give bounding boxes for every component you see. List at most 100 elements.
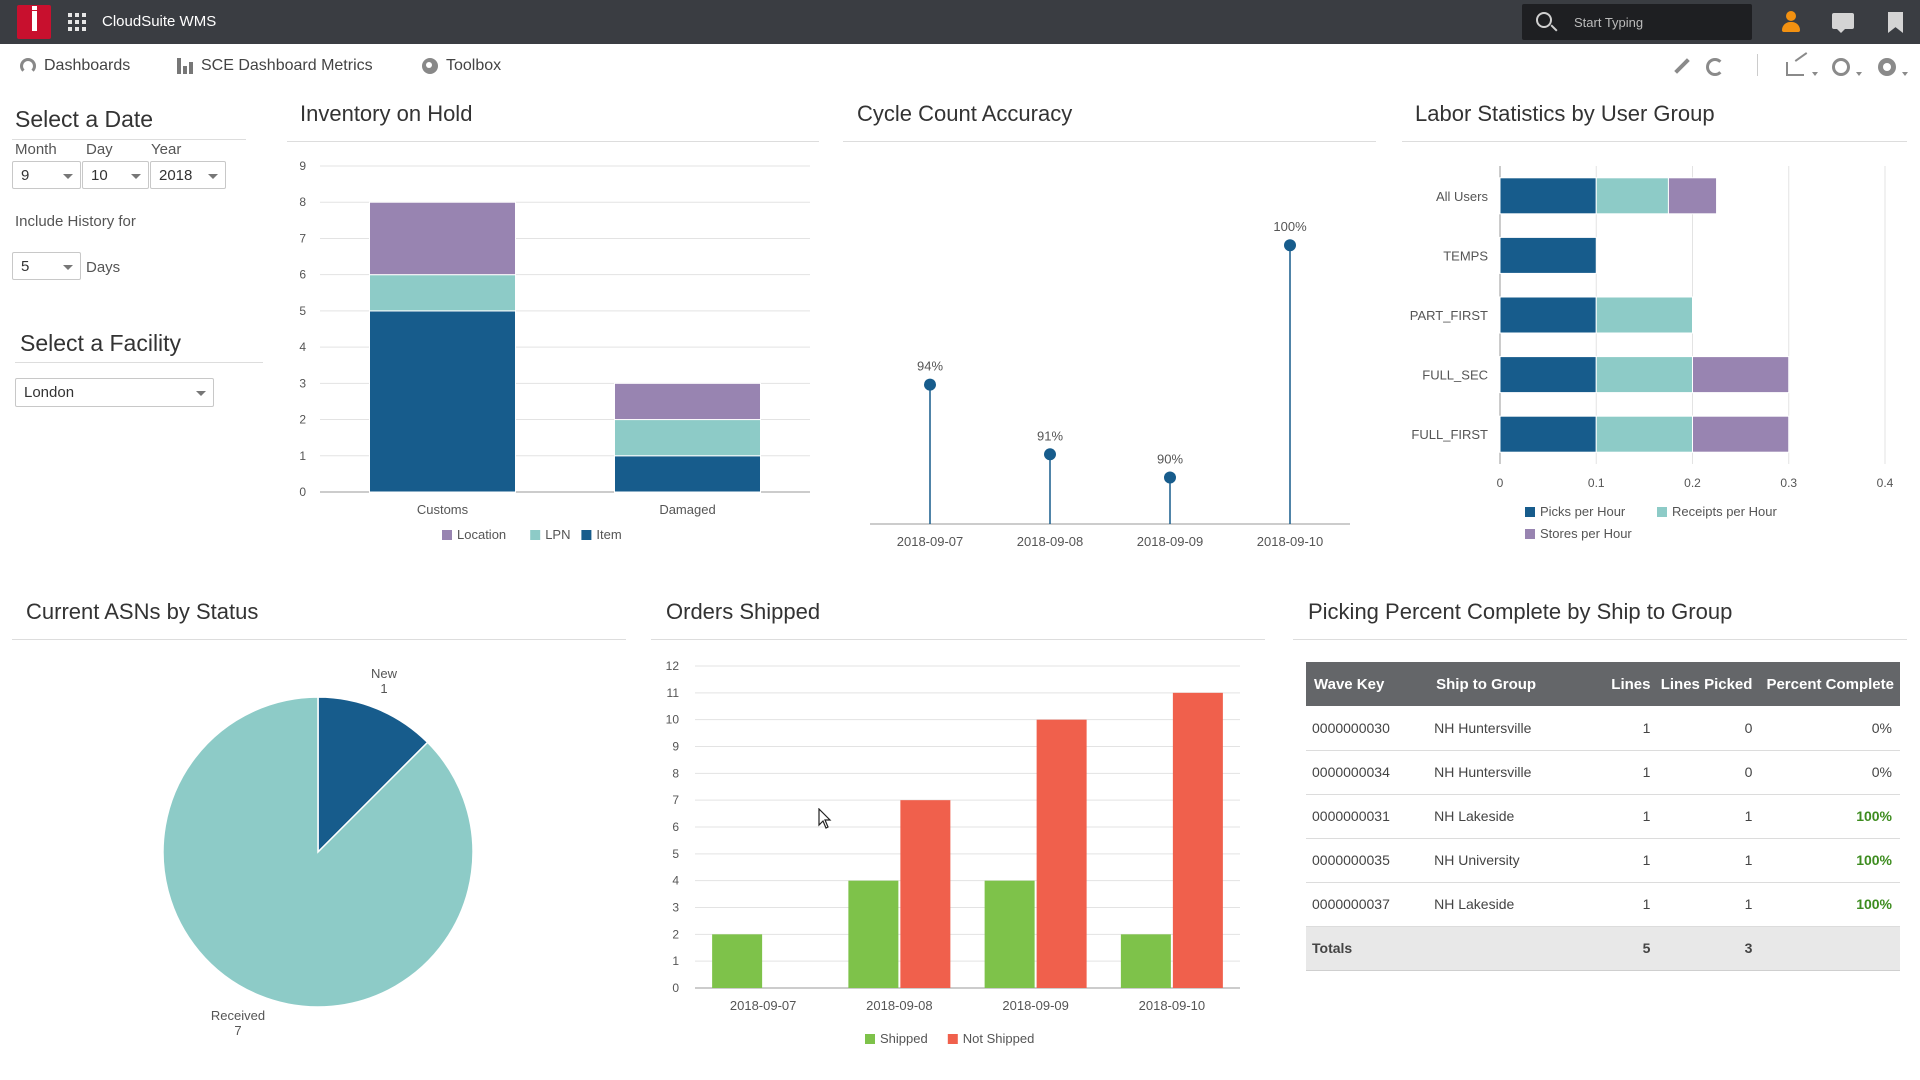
bar-segment [1499, 415, 1597, 453]
lines-picked-cell: 1 [1660, 838, 1767, 883]
lines-cell: 1 [1583, 794, 1661, 839]
day-label: Day [86, 141, 113, 158]
lines-cell: 1 [1583, 882, 1661, 927]
x-tick-label: 2018-09-09 [1137, 534, 1204, 549]
history-days-value: 5 [21, 258, 30, 275]
divider [1402, 141, 1907, 142]
y-tick-label: 3 [672, 901, 679, 915]
dashboard-settings-icon[interactable] [1832, 58, 1850, 76]
y-tick-label: 7 [299, 231, 306, 245]
legend-label: Item [596, 527, 621, 542]
percent-cell: 100% [1766, 882, 1900, 927]
ship-group-cell: NH Huntersville [1428, 750, 1584, 795]
app-menu-icon[interactable] [68, 13, 86, 31]
legend-swatch [1657, 507, 1667, 517]
table-row[interactable]: 0000000034 NH Huntersville 1 0 0% [1306, 750, 1900, 795]
table-row[interactable]: 0000000037 NH Lakeside 1 1 100% [1306, 882, 1900, 927]
data-point [1044, 448, 1056, 461]
bar [712, 934, 763, 988]
bar-segment [1595, 177, 1669, 215]
bar-segment [614, 382, 761, 421]
y-tick-label: 6 [672, 820, 679, 834]
bar-segment [1499, 177, 1597, 215]
lines-picked-cell: 0 [1660, 750, 1767, 795]
search-input[interactable]: Start Typing [1522, 4, 1752, 40]
col-wave-key[interactable]: Wave Key [1306, 662, 1429, 706]
lines-cell: 1 [1583, 838, 1661, 883]
y-tick-label: 9 [299, 159, 306, 173]
lines-cell: 1 [1583, 706, 1661, 751]
y-tick-label: 3 [299, 376, 306, 390]
y-tick-label: 8 [299, 195, 306, 209]
bar-segment [614, 455, 761, 493]
month-select[interactable]: 9 [12, 161, 81, 189]
data-label: 90% [1157, 452, 1183, 467]
legend-swatch [947, 1034, 958, 1044]
nav-dashboards[interactable]: Dashboards [20, 56, 130, 76]
table-row[interactable]: 0000000035 NH University 1 1 100% [1306, 838, 1900, 883]
nav-sce-metrics[interactable]: SCE Dashboard Metrics [177, 56, 373, 76]
chevron-down-icon[interactable] [1856, 72, 1862, 76]
legend-swatch [1525, 529, 1535, 539]
edit-icon[interactable] [1672, 57, 1692, 77]
x-tick-label: Customs [417, 502, 469, 517]
y-tick-label: 12 [666, 659, 680, 673]
chevron-down-icon[interactable] [1812, 72, 1818, 76]
settings-icon[interactable] [1878, 58, 1896, 76]
day-select[interactable]: 10 [82, 161, 149, 189]
slice-label: New [371, 666, 398, 681]
bar [1036, 719, 1087, 988]
bar-segment [1499, 296, 1597, 334]
x-tick-label: 2018-09-09 [1002, 998, 1069, 1013]
nav-toolbox[interactable]: Toolbox [422, 56, 501, 76]
x-tick-label: 2018-09-07 [897, 534, 964, 549]
divider [287, 141, 819, 142]
y-tick-label: 5 [299, 304, 306, 318]
ship-group-cell: NH Lakeside [1428, 882, 1584, 927]
year-label: Year [151, 141, 182, 158]
user-icon[interactable] [1780, 11, 1802, 33]
percent-cell: 0% [1766, 750, 1900, 795]
year-select[interactable]: 2018 [150, 161, 226, 189]
wave-key-cell: 0000000034 [1306, 750, 1429, 795]
chevron-down-icon [208, 174, 218, 179]
date-section-title: Select a Date [15, 106, 154, 132]
bookmark-icon[interactable] [1888, 12, 1903, 33]
bar [900, 800, 951, 988]
orders-title: Orders Shipped [666, 599, 821, 624]
chat-icon[interactable] [1832, 13, 1854, 33]
picking-table: Wave Key Ship to Group Lines Lines Picke… [1306, 662, 1900, 971]
col-lines-picked[interactable]: Lines Picked [1660, 662, 1767, 706]
cycle-count-chart: 94% 2018-09-07 91% 2018-09-08 90% 2018-09-09 1… [870, 219, 1350, 549]
y-tick-label: All Users [1436, 189, 1489, 204]
share-icon[interactable] [1786, 62, 1804, 76]
totals-row: Totals 5 3 [1306, 926, 1900, 971]
history-days-select[interactable]: 5 [12, 252, 81, 280]
legend-swatch [442, 530, 452, 540]
chevron-down-icon[interactable] [1902, 72, 1908, 76]
divider [843, 141, 1376, 142]
legend-label: Picks per Hour [1540, 504, 1626, 519]
refresh-icon[interactable] [1706, 58, 1724, 76]
y-tick-label: 10 [666, 713, 680, 727]
data-point [924, 378, 936, 391]
infor-logo[interactable] [17, 5, 51, 39]
chevron-down-icon [63, 265, 73, 270]
x-tick-label: 2018-09-08 [1017, 534, 1084, 549]
facility-select[interactable]: London [15, 378, 214, 407]
nav-toolbox-label: Toolbox [446, 57, 502, 74]
data-label: 94% [917, 359, 943, 374]
x-tick-label: 0.2 [1684, 476, 1701, 490]
table-row[interactable]: 0000000030 NH Huntersville 1 0 0% [1306, 706, 1900, 751]
col-lines[interactable]: Lines [1583, 662, 1661, 706]
gear-icon [422, 58, 438, 74]
table-row[interactable]: 0000000031 NH Lakeside 1 1 100% [1306, 794, 1900, 839]
totals-lines: 5 [1583, 926, 1661, 971]
legend-swatch [1525, 507, 1535, 517]
col-ship-to-group[interactable]: Ship to Group [1428, 662, 1584, 706]
col-percent-complete[interactable]: Percent Complete [1766, 662, 1900, 706]
percent-cell: 100% [1766, 794, 1900, 839]
x-tick-label: Damaged [659, 502, 715, 517]
y-tick-label: FULL_SEC [1422, 368, 1488, 383]
